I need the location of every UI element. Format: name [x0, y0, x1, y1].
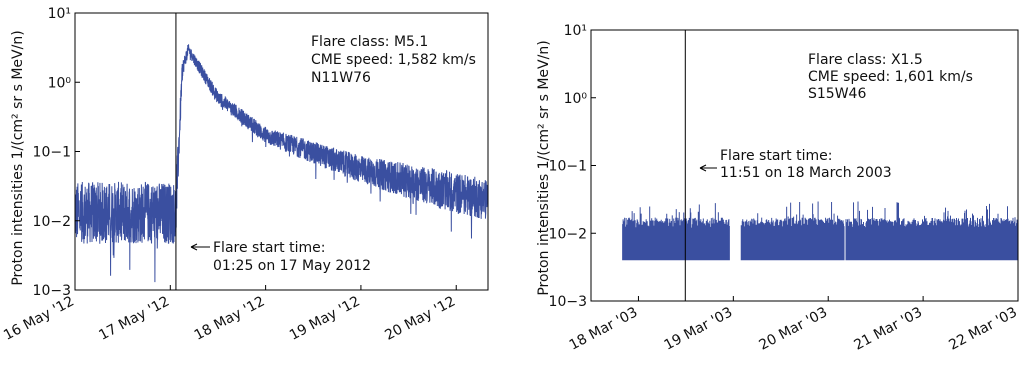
y-tick-label: 10−2 [549, 226, 587, 242]
x-tick-label: 20 Mar '03 [757, 304, 831, 353]
x-tick-label: 19 May '12 [287, 293, 363, 343]
flare-start-label: Flare start time: [720, 148, 832, 164]
arrowhead-icon [699, 164, 707, 172]
x-tick-label: 20 May '12 [382, 293, 458, 343]
location-annotation: S15W46 [808, 86, 866, 102]
y-axis-ticks: 10−3 10−2 10−1 10⁰ 10¹ [33, 6, 80, 299]
series-line [74, 44, 489, 283]
y-tick-label: 10¹ [48, 6, 71, 22]
y-tick-label: 10−1 [549, 159, 587, 175]
y-axis-label: Proton intensities 1/(cm² sr s MeV/n) [536, 40, 552, 295]
x-tick-label: 22 Mar '03 [946, 304, 1020, 353]
arrowhead-icon [190, 243, 198, 251]
flare-class-annotation: Flare class: M5.1 [311, 34, 428, 50]
flare-start-callout: Flare start time: 01:25 on 17 May 2012 [190, 240, 371, 274]
series-line [622, 201, 1019, 261]
panel-may-2012: Proton intensities 1/(cm² sr s MeV/n) 10… [1, 6, 489, 344]
cme-speed-annotation: CME speed: 1,601 km/s [808, 69, 973, 85]
flare-class-annotation: Flare class: X1.5 [808, 52, 923, 68]
y-tick-label: 10¹ [564, 23, 587, 39]
flare-start-time: 01:25 on 17 May 2012 [213, 258, 371, 274]
location-annotation: N11W76 [311, 70, 371, 86]
y-tick-label: 10−1 [33, 145, 71, 161]
proton-intensity-series [622, 201, 1019, 261]
panel-march-2003: Proton intensities 1/(cm² sr s MeV/n) 10… [536, 23, 1020, 354]
flare-start-callout: Flare start time: 11:51 on 18 March 2003 [699, 148, 892, 181]
cme-speed-annotation: CME speed: 1,582 km/s [311, 52, 476, 68]
y-tick-label: 10⁰ [564, 91, 588, 107]
y-axis-label: Proton intensities 1/(cm² sr s MeV/n) [10, 30, 26, 285]
x-axis-ticks: 18 Mar '03 19 Mar '03 20 Mar '03 21 Mar '03… [567, 296, 1020, 354]
x-tick-label: 17 May '12 [96, 293, 172, 343]
y-axis-ticks: 10−3 10−2 10−1 10⁰ 10¹ [549, 23, 596, 310]
x-tick-label: 19 Mar '03 [662, 304, 736, 353]
y-tick-label: 10−3 [33, 283, 71, 299]
y-tick-label: 10−2 [33, 214, 71, 230]
x-tick-label: 18 May '12 [192, 293, 268, 343]
x-tick-label: 16 May '12 [1, 293, 77, 343]
proton-intensity-series [74, 44, 489, 283]
x-tick-label: 21 Mar '03 [851, 304, 925, 353]
flare-start-label: Flare start time: [213, 240, 325, 256]
x-tick-label: 18 Mar '03 [567, 304, 641, 353]
y-tick-label: 10⁰ [48, 75, 72, 91]
flare-start-time: 11:51 on 18 March 2003 [720, 165, 892, 181]
y-tick-label: 10−3 [549, 294, 587, 310]
